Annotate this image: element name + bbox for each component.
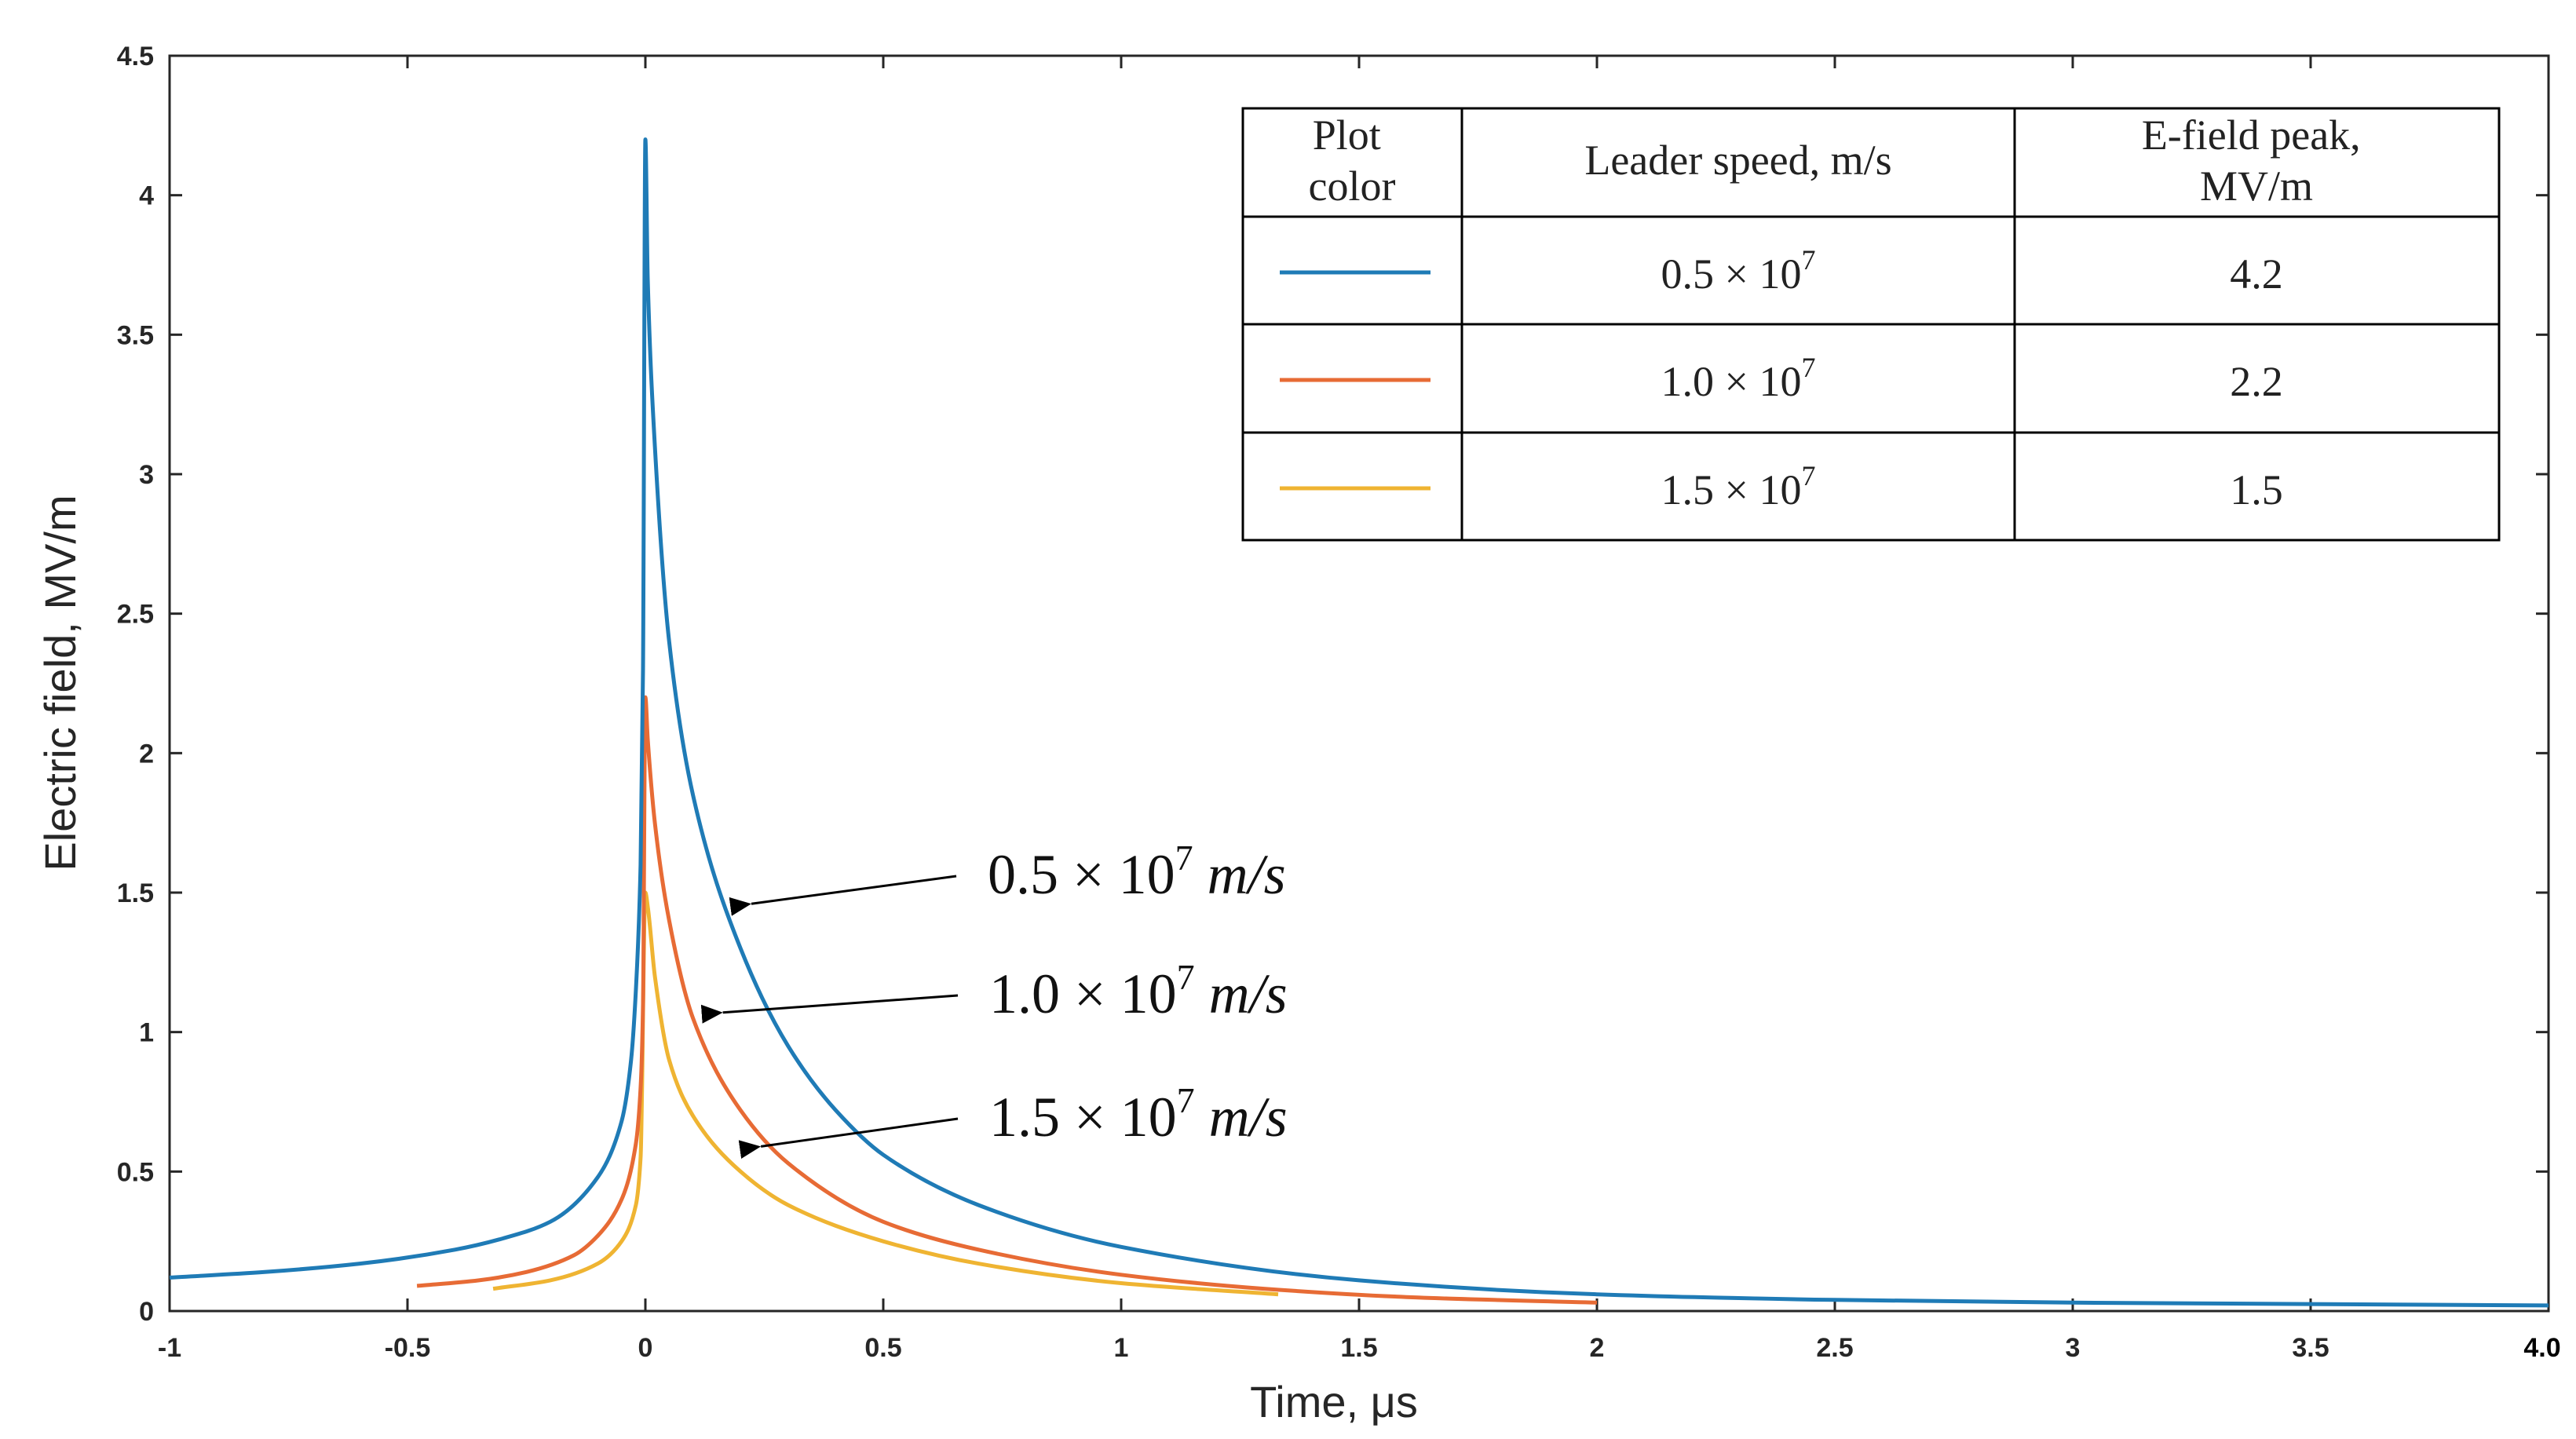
legend-speed-1: 0.5 × 107 [1661, 244, 1816, 298]
y-tick-label: 1.5 [117, 878, 154, 908]
legend-peak-3: 1.5 [2230, 466, 2283, 513]
y-tick-label: 2.5 [117, 600, 154, 630]
legend-header-leader-speed: Leader speed, m/s [1584, 137, 1891, 184]
y-tick-label: 4.5 [117, 42, 154, 71]
y-axis-label: Electric field, MV/m [35, 495, 85, 871]
x-axis-label: Time, μs [1250, 1377, 1418, 1426]
y-tick-label: 2 [139, 739, 154, 769]
annotation-arrow-3 [738, 1117, 959, 1160]
legend-header-plot-color-line2: color [1309, 163, 1396, 210]
x-tick-label: 0.5 [864, 1333, 901, 1363]
annotation-arrow-1 [729, 875, 957, 916]
series-lines [169, 137, 2549, 1308]
legend-rows: 0.5 × 107 4.2 1.0 × 107 2.2 1.5 × 107 1.5 [1280, 244, 2283, 513]
legend-peak-2: 2.2 [2230, 358, 2283, 405]
annotation-label-2: 1.0 × 107 m/s [989, 957, 1288, 1025]
series-line-2 [416, 695, 1598, 1305]
x-tick-label: 0 [638, 1333, 653, 1363]
legend-header-plot-color-line1: Plot [1313, 111, 1381, 159]
annotation-label-1: 0.5 × 107 m/s [988, 838, 1286, 906]
annotation-arrow-2 [700, 994, 959, 1024]
legend-speed-2: 1.0 × 107 [1661, 352, 1816, 405]
x-tick-label: 2.5 [1816, 1333, 1853, 1363]
y-tick-label: 4 [139, 181, 154, 211]
x-tick-label: 2 [1590, 1333, 1605, 1363]
legend-speed-3: 1.5 × 107 [1661, 460, 1816, 513]
legend-header-efield-peak-line1: E-field peak, [2142, 111, 2361, 159]
x-tick-label: -0.5 [385, 1333, 431, 1363]
x-tick-label: 1.5 [1340, 1333, 1377, 1363]
legend-table: Plot color Leader speed, m/s E-field pea… [1241, 107, 2501, 542]
x-tick-label: 3.5 [2292, 1333, 2329, 1363]
y-tick-label: 3.5 [117, 320, 154, 350]
annotation-label-3: 1.5 × 107 m/s [989, 1080, 1288, 1149]
y-tick-label: 1 [139, 1018, 154, 1048]
axis-tick-labels: -1 -0.5 0 0.5 1 1.5 2 2.5 3 3.5 4.0 0 0.5 1 1.5 2 2.5 3 3.… [117, 42, 2561, 1363]
legend-header-efield-peak: E-field peak, MV/m [2142, 111, 2371, 210]
series-line-3 [492, 890, 1279, 1297]
y-tick-label: 0 [139, 1297, 154, 1327]
x-tick-label: 3 [2066, 1333, 2081, 1363]
series-line-1 [169, 137, 2549, 1308]
x-tick-label: -1 [158, 1333, 181, 1363]
series-annotations: 0.5 × 107 m/s 1.0 × 107 m/s 1.5 × 107 m/s [700, 838, 1288, 1160]
legend-peak-1: 4.2 [2230, 250, 2283, 298]
legend-header-plot-color: Plot color [1309, 111, 1396, 210]
x-tick-label: 1 [1114, 1333, 1129, 1363]
y-tick-label: 3 [139, 460, 154, 490]
legend-header-efield-peak-line2: MV/m [2200, 163, 2313, 210]
x-tick-label: 4.0 [2523, 1333, 2560, 1363]
y-tick-label: 0.5 [117, 1157, 154, 1187]
